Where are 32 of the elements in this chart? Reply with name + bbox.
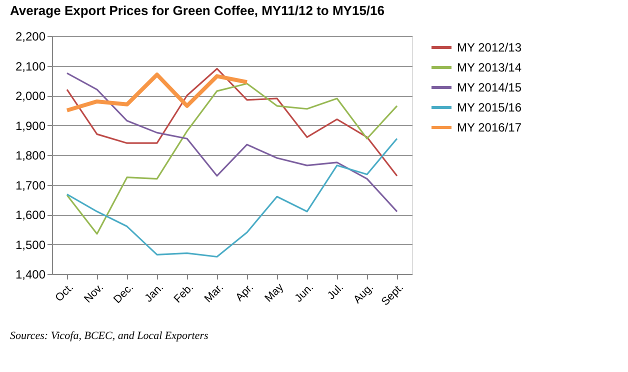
x-tick-label: Mar. xyxy=(202,282,226,306)
x-tick-label: Apr. xyxy=(234,282,256,304)
x-tick-label: Feb. xyxy=(172,282,196,306)
line-series xyxy=(65,72,249,112)
line-series xyxy=(66,82,398,235)
y-tick-label: 2,200 xyxy=(15,30,46,44)
y-tick-label: 1,400 xyxy=(15,268,46,282)
legend-label: MY 2014/15 xyxy=(457,80,522,94)
legend-label: MY 2013/14 xyxy=(457,60,522,74)
x-tick-label: Dec. xyxy=(112,282,136,306)
y-tick-label: 1,800 xyxy=(15,148,46,162)
chart-title: Average Export Prices for Green Coffee, MY11/12 to MY15/16 xyxy=(10,3,384,18)
y-tick-label: 1,900 xyxy=(15,118,46,133)
line-series xyxy=(66,138,398,258)
legend-label: MY 2012/13 xyxy=(457,40,522,54)
x-tick-label: Nov. xyxy=(82,282,106,306)
y-tick-label: 1,600 xyxy=(15,208,46,222)
x-tick-label: Jul. xyxy=(325,282,346,302)
x-tick-label: Oct. xyxy=(53,282,76,304)
line-series xyxy=(66,72,398,212)
line-series xyxy=(66,68,398,177)
source-note: Sources: Vicofa, BCEC, and Local Exporters xyxy=(10,330,208,342)
legend-label: MY 2016/17 xyxy=(457,120,522,134)
x-tick-label: Aug. xyxy=(351,282,376,306)
y-tick-label: 1,500 xyxy=(15,238,46,252)
legend-label: MY 2015/16 xyxy=(457,100,522,114)
x-tick-label: Jan. xyxy=(142,282,166,305)
y-tick-label: 2,100 xyxy=(15,59,46,74)
y-tick-label: 2,000 xyxy=(15,89,46,103)
y-tick-label: 1,700 xyxy=(15,178,46,192)
x-tick-label: Jun. xyxy=(292,282,316,305)
x-tick-label: May xyxy=(262,281,286,305)
